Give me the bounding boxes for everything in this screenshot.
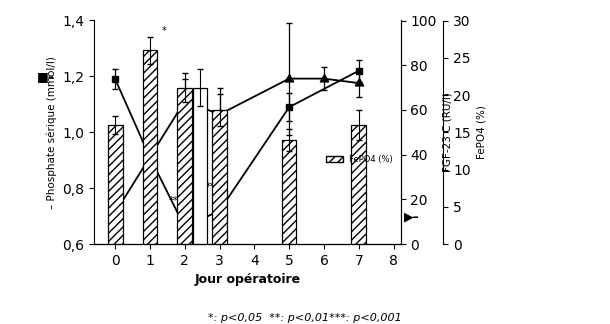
Bar: [143, 50, 157, 244]
Text: *: *: [162, 26, 167, 36]
Y-axis label: FGF-23 C (RU/l): FGF-23 C (RU/l): [442, 92, 452, 172]
Text: ***: ***: [140, 138, 155, 148]
Bar: [108, 125, 123, 244]
Y-axis label: FePO4 (%): FePO4 (%): [476, 105, 486, 159]
Text: ▶–: ▶–: [404, 211, 419, 224]
Text: ***: ***: [169, 196, 183, 206]
Legend: FePO4 (%): FePO4 (%): [323, 151, 396, 167]
X-axis label: Jour opératoire: Jour opératoire: [195, 273, 301, 286]
Text: *: p<0,05  **: p<0,01***: p<0,001: *: p<0,05 **: p<0,01***: p<0,001: [208, 313, 402, 323]
Y-axis label: – Phosphate sérique (mmol/l): – Phosphate sérique (mmol/l): [46, 56, 57, 209]
Bar: [351, 125, 366, 244]
Bar: [282, 140, 296, 244]
Bar: [178, 87, 192, 244]
Text: ■–: ■–: [37, 70, 54, 83]
Bar: [212, 110, 227, 244]
Bar: [193, 87, 207, 244]
Text: ***: ***: [206, 182, 220, 192]
